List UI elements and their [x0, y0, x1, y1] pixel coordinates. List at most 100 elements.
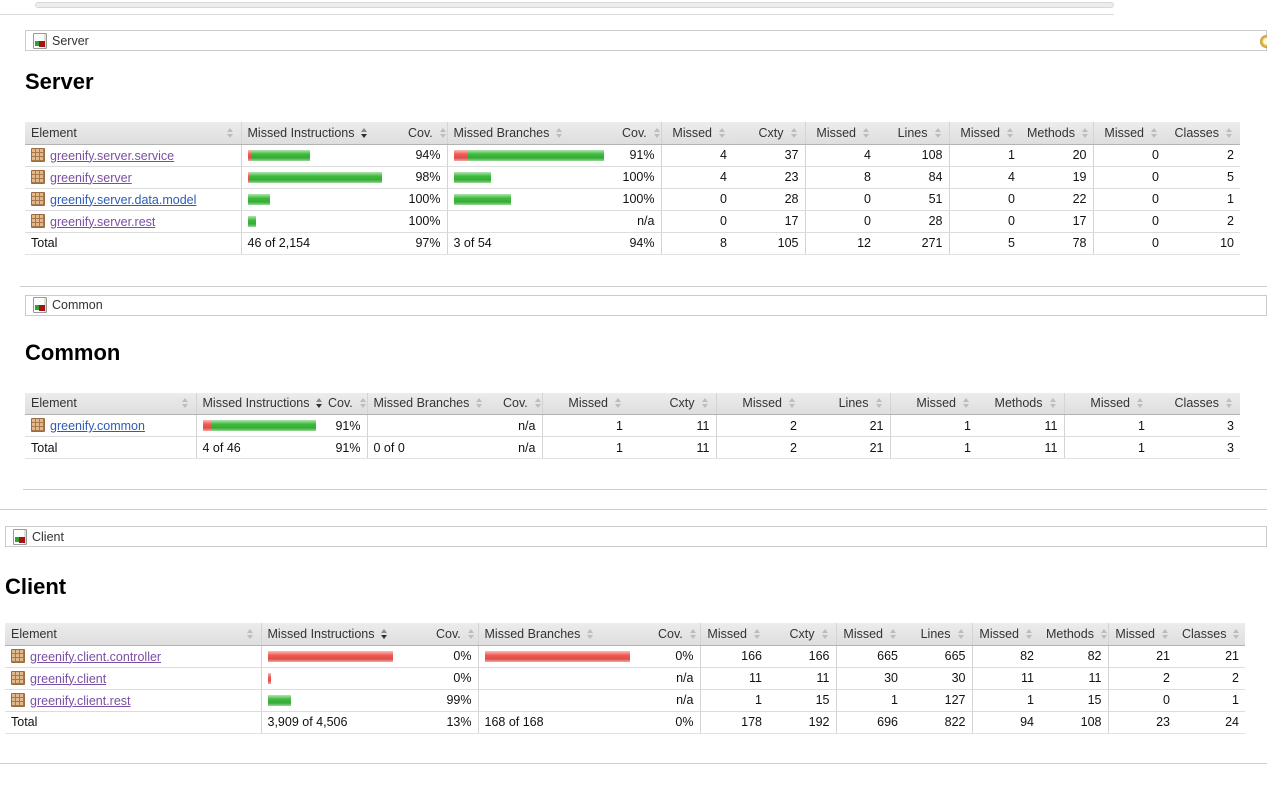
branches-bar [484, 650, 647, 662]
missed-lines-cell: 8 [804, 166, 877, 189]
total-label-cell: Total [25, 231, 241, 255]
column-header-missed-instructions[interactable]: Missed Instructions [240, 122, 402, 145]
column-header-content: Missed Branches [454, 126, 565, 140]
missed-cxty-cell: 166 [699, 645, 768, 668]
missed-bar-segment [202, 420, 212, 431]
column-header-cxty[interactable]: Cxty [768, 623, 836, 646]
missed-classes-cell: 0 [1092, 210, 1165, 233]
sort-icon [1225, 398, 1234, 409]
missed-classes-cell: 2 [1107, 667, 1176, 690]
total-instruction-coverage-cell: 97% [402, 231, 447, 255]
column-header-branch-coverage[interactable]: Cov. [616, 122, 661, 145]
sessions-clock-icon[interactable] [1260, 35, 1267, 48]
column-header-branch-coverage[interactable]: Cov. [497, 392, 542, 415]
total-missed-cxty-cell: 1 [541, 436, 629, 459]
total-missed-methods-cell: 94 [971, 710, 1040, 734]
missed-cxty-cell: 0 [660, 188, 733, 211]
column-label: Cov. [622, 125, 647, 140]
branch-coverage-cell: 100% [616, 188, 661, 211]
column-header-classes[interactable]: Classes [1151, 392, 1240, 415]
column-label: Cov. [408, 125, 433, 140]
column-header-missed-classes[interactable]: Missed [1063, 392, 1151, 415]
report-icon [33, 32, 47, 49]
column-label: Missed [1115, 626, 1155, 641]
column-header-cxty[interactable]: Cxty [629, 392, 716, 415]
package-link[interactable]: greenify.common [50, 419, 145, 433]
methods-cell: 11 [1040, 667, 1108, 690]
branch-coverage-cell: 100% [616, 166, 661, 189]
breadcrumb: Server [25, 30, 1267, 51]
column-header-methods[interactable]: Methods [1040, 623, 1108, 646]
missed-classes-cell: 21 [1107, 645, 1176, 668]
package-link[interactable]: greenify.client.rest [30, 693, 131, 708]
column-header-missed-classes[interactable]: Missed [1107, 623, 1176, 646]
column-label: Missed [707, 626, 747, 641]
column-header-content: Missed [1115, 627, 1170, 641]
covered-bar-segment [467, 149, 604, 161]
column-header-methods[interactable]: Methods [977, 392, 1064, 415]
column-header-instruction-coverage[interactable]: Cov. [402, 122, 447, 145]
column-header-cxty[interactable]: Cxty [733, 122, 805, 145]
column-header-lines[interactable]: Lines [877, 122, 949, 145]
branches-bar [453, 193, 611, 205]
column-label: Missed [816, 125, 856, 140]
section-heading: Client [5, 574, 67, 599]
classes-cell: 3 [1151, 414, 1240, 437]
column-header-missed-lines[interactable]: Missed [804, 122, 877, 145]
methods-cell: 82 [1040, 645, 1108, 668]
total-branch-coverage-cell: 0% [652, 710, 700, 734]
column-header-missed-lines[interactable]: Missed [715, 392, 803, 415]
column-header-missed-cxty[interactable]: Missed [541, 392, 629, 415]
column-label: Lines [920, 626, 951, 641]
table-row: greenify.client.rest 99% n/a 1 15 1 127 1 15 0 1 [5, 689, 1245, 712]
column-header-missed-branches[interactable]: Missed Branches [477, 623, 652, 646]
breadcrumb: Common [25, 294, 1267, 316]
column-header-missed-lines[interactable]: Missed [835, 623, 904, 646]
missed-methods-cell: 0 [948, 210, 1021, 233]
package-link[interactable]: greenify.server.rest [50, 214, 156, 229]
cxty-cell: 23 [733, 166, 805, 189]
column-header-instruction-coverage[interactable]: Cov. [430, 623, 478, 646]
column-header-missed-methods[interactable]: Missed [948, 122, 1021, 145]
column-header-classes[interactable]: Classes [1165, 122, 1240, 145]
package-link[interactable]: greenify.client [30, 671, 107, 686]
column-header-missed-methods[interactable]: Missed [971, 623, 1040, 646]
column-header-missed-cxty[interactable]: Missed [660, 122, 733, 145]
column-header-lines[interactable]: Lines [803, 392, 890, 415]
sort-icon [821, 628, 830, 639]
column-header-missed-instructions[interactable]: Missed Instructions [195, 392, 322, 415]
element-cell: greenify.server.service [25, 144, 241, 167]
column-header-missed-instructions[interactable]: Missed Instructions [260, 623, 430, 646]
package-link[interactable]: greenify.server.data.model [50, 192, 197, 207]
missed-instructions-cell [240, 188, 402, 211]
column-header-element[interactable]: Element [5, 623, 261, 646]
column-header-missed-cxty[interactable]: Missed [699, 623, 768, 646]
column-header-missed-branches[interactable]: Missed Branches [446, 122, 616, 145]
column-label: Cxty [789, 626, 815, 641]
total-instruction-coverage-cell: 13% [430, 710, 478, 734]
sort-icon [753, 628, 762, 639]
column-header-branch-coverage[interactable]: Cov. [652, 623, 700, 646]
missed-cxty-cell: 1 [699, 689, 768, 712]
column-label: Cxty [669, 396, 695, 411]
column-header-classes[interactable]: Classes [1176, 623, 1245, 646]
table-row: greenify.server.service 94% 91% 4 37 4 108 1 20 0… [25, 144, 1240, 167]
methods-cell: 20 [1021, 144, 1093, 167]
column-header-missed-methods[interactable]: Missed [889, 392, 977, 415]
missed-bar-segment [247, 171, 250, 183]
column-header-lines[interactable]: Lines [904, 623, 972, 646]
package-link[interactable]: greenify.client.controller [30, 649, 162, 664]
classes-cell: 2 [1165, 144, 1240, 167]
column-header-missed-classes[interactable]: Missed [1092, 122, 1165, 145]
column-header-methods[interactable]: Methods [1021, 122, 1093, 145]
package-link[interactable]: greenify.server [50, 170, 132, 185]
bottom-separator-line [0, 762, 1267, 764]
column-header-missed-branches[interactable]: Missed Branches [366, 392, 497, 415]
column-header-element[interactable]: Element [25, 392, 196, 415]
column-label: Missed [742, 396, 782, 411]
column-header-element[interactable]: Element [25, 122, 241, 145]
methods-cell: 11 [977, 414, 1064, 437]
total-methods-cell: 78 [1021, 231, 1093, 255]
package-link[interactable]: greenify.server.service [50, 148, 175, 163]
column-header-instruction-coverage[interactable]: Cov. [322, 392, 367, 415]
